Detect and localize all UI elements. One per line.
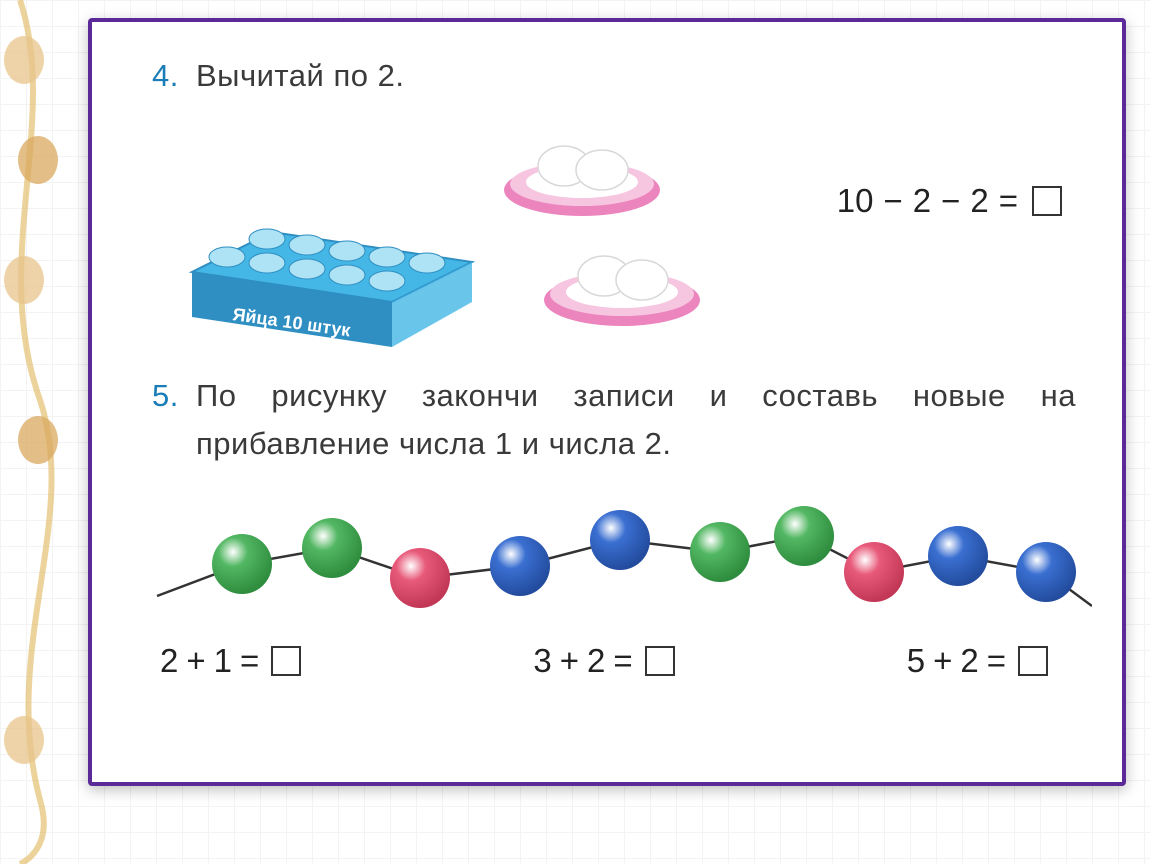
answer-box[interactable] [645,646,675,676]
beads-illustration [152,486,1078,636]
answer-box[interactable] [1032,186,1062,216]
task4-illustration: Яйца 10 штук 10 − 2 − 2 = [152,112,1078,362]
eq-part: = [240,642,259,680]
eq-part: = [613,642,632,680]
eq-part: 5 [907,642,925,680]
equation-1: 2 + 1 = [160,642,301,680]
beads-svg [152,486,1092,636]
worksheet-card: 4. Вычитай по 2. Яйца 10 штук 10 − 2 − 2… [88,18,1126,786]
eq-part: 3 [533,642,551,680]
eq-part: 2 [970,182,988,220]
eq-part: + [186,642,205,680]
equation-3: 5 + 2 = [907,642,1048,680]
eq-part: 10 [837,182,874,220]
eq-part: 2 [587,642,605,680]
eq-part: = [999,182,1018,220]
answer-box[interactable] [271,646,301,676]
eggs-illustration: Яйца 10 штук [152,112,772,362]
task5-equations: 2 + 1 = 3 + 2 = 5 + 2 = [152,636,1078,680]
eq-part: 2 [913,182,931,220]
eq-part: − [941,182,960,220]
left-ornament [0,0,70,864]
task4-header: 4. Вычитай по 2. [152,52,1078,100]
answer-box[interactable] [1018,646,1048,676]
task4-equation: 10 − 2 − 2 = [837,182,1062,220]
eq-part: + [933,642,952,680]
eq-part: = [987,642,1006,680]
eq-part: 2 [160,642,178,680]
task5-header: 5. По рисунку закончи записи и составь н… [152,372,1078,468]
task4-number: 4. [152,58,182,94]
eq-part: − [883,182,902,220]
eq-part: 2 [960,642,978,680]
task5-text: По рисунку закончи записи и составь новы… [196,372,1076,468]
eq-part: + [560,642,579,680]
task4-text: Вычитай по 2. [196,52,404,100]
equation-2: 3 + 2 = [533,642,674,680]
eq-part: 1 [214,642,232,680]
task5-number: 5. [152,378,182,414]
